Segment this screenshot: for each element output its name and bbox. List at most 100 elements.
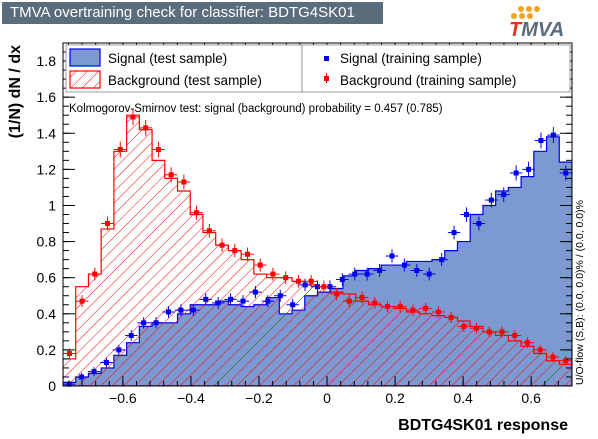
signal-training-point <box>261 295 275 308</box>
x-tick-label: −0.4 <box>177 390 205 406</box>
signal-training-marker <box>252 289 258 295</box>
signal-training-point <box>199 293 212 306</box>
signal-training-marker <box>339 276 345 282</box>
x-tick-label: 0.2 <box>385 390 405 406</box>
signal-training-point <box>534 132 548 149</box>
signal-training-marker <box>476 221 482 227</box>
signal-training-point <box>187 304 200 317</box>
background-training-point <box>139 119 153 136</box>
background-training-marker <box>537 347 543 353</box>
signal-training-marker <box>451 230 457 236</box>
background-training-point <box>279 271 293 285</box>
x-tick-label: 0.6 <box>521 390 541 406</box>
signal-training-point <box>373 264 386 277</box>
signal-training-marker <box>501 192 507 198</box>
signal-training-point <box>472 216 486 231</box>
background-training-marker <box>219 242 225 248</box>
background-training-point <box>521 337 534 348</box>
y-tick-label: 0.6 <box>37 270 57 286</box>
signal-training-marker <box>364 271 370 277</box>
background-training-marker <box>321 284 327 290</box>
chart-title: TMVA overtraining check for classifier: … <box>2 2 383 24</box>
background-training-point <box>164 167 178 183</box>
background-training-point <box>406 304 420 317</box>
background-training-marker <box>346 298 352 304</box>
signal-training-point <box>398 258 411 272</box>
background-training-point <box>253 258 267 272</box>
background-training-marker <box>295 278 301 284</box>
background-training-marker <box>270 271 276 277</box>
signal-training-point <box>249 286 262 299</box>
logo-text: TMVA <box>509 19 564 41</box>
legend-box-training <box>301 44 571 93</box>
background-training-marker <box>397 304 403 310</box>
signal-training-marker <box>265 298 271 304</box>
background-training-point <box>152 141 165 158</box>
background-training-marker <box>105 221 111 227</box>
background-training-marker <box>92 271 98 277</box>
background-training-point <box>508 330 522 341</box>
background-training-point <box>355 291 369 304</box>
signal-training-marker <box>426 271 432 277</box>
signal-training-point <box>236 295 250 308</box>
signal-training-point <box>460 207 473 222</box>
signal-training-point <box>348 267 361 281</box>
background-training-point <box>330 287 343 301</box>
background-training-marker <box>359 295 365 301</box>
legend-signal-test-label: Signal (test sample) <box>108 51 227 66</box>
background-training-marker <box>206 228 212 234</box>
legend-background-test-swatch <box>69 70 101 89</box>
signal-training-point <box>100 357 113 368</box>
x-tick-label: −0.6 <box>109 390 137 406</box>
signal-training-marker <box>439 257 445 263</box>
background-training-marker <box>474 325 480 331</box>
signal-training-point <box>435 253 448 267</box>
background-training-marker <box>384 304 390 310</box>
ks-test-text: Kolmogorov-Smirnov test: signal (backgro… <box>69 103 443 115</box>
signal-training-marker <box>66 381 72 387</box>
overflow-side-text: U/O-flow (S,B): (0.0, 0.0)% / (0.0, 0.0)… <box>574 200 586 385</box>
background-training-point <box>432 306 445 318</box>
background-training-point <box>304 275 318 288</box>
background-training-marker <box>334 291 340 297</box>
signal-training-point <box>87 367 101 376</box>
signal-training-marker <box>401 262 407 268</box>
background-training-point <box>457 320 471 332</box>
background-training-marker <box>245 251 251 257</box>
background-training-point <box>292 275 305 288</box>
background-training-marker <box>423 305 429 311</box>
background-training-marker <box>66 351 72 357</box>
background-training-point <box>342 295 356 308</box>
y-tick-label: 0.4 <box>37 306 57 322</box>
signal-training-point <box>75 372 88 382</box>
signal-training-point <box>286 298 299 311</box>
background-training-marker <box>130 114 136 120</box>
signal-training-point <box>63 380 76 387</box>
background-training-point <box>190 205 203 220</box>
signal-training-point <box>224 293 237 306</box>
signal-training-point <box>509 165 523 181</box>
signal-training-marker <box>128 332 134 338</box>
legend-signal-training-marker <box>324 56 329 61</box>
signal-training-point <box>485 192 498 208</box>
signal-training-point <box>162 306 175 318</box>
signal-training-marker <box>228 296 234 302</box>
signal-training-point <box>360 267 374 281</box>
signal-training-marker <box>203 296 209 302</box>
background-training-point <box>113 141 127 158</box>
y-tick-label: 1.6 <box>37 89 57 105</box>
signal-training-point <box>497 187 510 202</box>
signal-training-marker <box>290 302 296 308</box>
background-training-point <box>228 243 242 258</box>
axes-layer: −0.6 −0.4 −0.2 0 0.2 0.4 0.6 0 0.2 0.4 0.6 0.8 1 1.2 1… <box>37 42 572 406</box>
background-training-marker <box>461 323 467 329</box>
signal-training-point <box>211 297 225 309</box>
background-training-point <box>546 352 560 362</box>
signal-training-marker <box>153 320 159 326</box>
legend-signal-training-label: Signal (training sample) <box>340 51 482 66</box>
signal-training-marker <box>538 137 544 143</box>
signal-training-marker <box>240 298 246 304</box>
background-training-marker <box>257 262 263 268</box>
signal-training-point <box>298 278 312 292</box>
